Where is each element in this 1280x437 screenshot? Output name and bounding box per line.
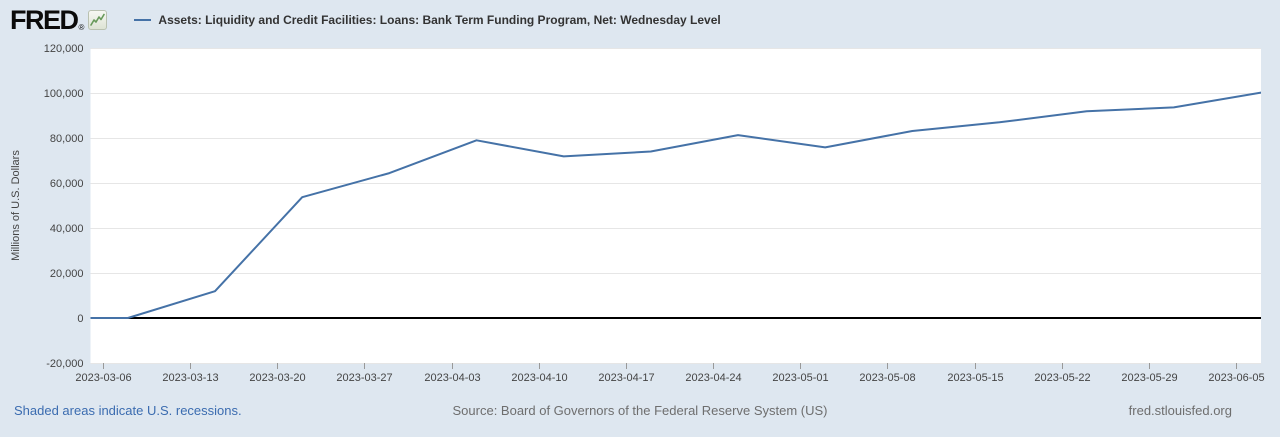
registered-trademark-mark: ®	[78, 22, 85, 32]
series-title: Assets: Liquidity and Credit Facilities:…	[158, 13, 721, 27]
y-tick-label: 80,000	[50, 133, 84, 145]
x-tick-label: 2023-06-05	[1208, 372, 1264, 384]
y-tick-label: 20,000	[50, 268, 84, 280]
legend-line-swatch	[134, 19, 152, 21]
x-tick-label: 2023-03-20	[249, 372, 305, 384]
x-tick-label: 2023-04-24	[685, 372, 741, 384]
x-tick-label: 2023-05-29	[1121, 372, 1177, 384]
x-tick-label: 2023-03-06	[75, 372, 131, 384]
y-tick-label: 100,000	[44, 88, 84, 100]
x-tick-label: 2023-03-27	[336, 372, 392, 384]
fred-url: fred.stlouisfed.org	[1128, 403, 1232, 418]
plot-area	[90, 48, 1261, 363]
x-tick-label: 2023-04-10	[511, 372, 567, 384]
x-axis-labels: 2023-03-06 2023-03-13 2023-03-20 2023-03-27…	[75, 372, 1264, 384]
y-axis-title: Millions of U.S. Dollars	[10, 150, 22, 261]
x-tick-label: 2023-04-17	[598, 372, 654, 384]
source-text: Source: Board of Governors of the Federa…	[452, 403, 828, 418]
y-tick-label: 120,000	[44, 43, 84, 55]
fred-sparkline-icon	[88, 10, 108, 30]
y-tick-label: -20,000	[46, 358, 83, 370]
x-tick-label: 2023-03-13	[162, 372, 218, 384]
y-tick-label: 60,000	[50, 178, 84, 190]
y-tick-label: 40,000	[50, 223, 84, 235]
y-gridlines	[90, 48, 1261, 364]
chart-header: FRED ® Assets: Liquidity and Credit Faci…	[0, 0, 1280, 40]
y-axis-labels: -20,000 0 20,000 40,000 60,000 80,000 100,000 1…	[44, 43, 84, 370]
x-tick-label: 2023-04-03	[424, 372, 480, 384]
legend-item: Assets: Liquidity and Credit Facilities:…	[134, 13, 721, 27]
x-axis-ticks	[103, 363, 1237, 369]
chart-footer: Source: Board of Governors of the Federa…	[0, 400, 1280, 422]
x-tick-label: 2023-05-15	[947, 372, 1003, 384]
fred-logo: FRED ®	[10, 4, 108, 35]
y-tick-label: 0	[77, 313, 83, 325]
series-line	[90, 91, 1261, 319]
x-tick-label: 2023-05-22	[1034, 372, 1090, 384]
fred-logo-text: FRED	[10, 4, 79, 35]
x-tick-label: 2023-05-01	[772, 372, 828, 384]
recessions-note-link[interactable]: Shaded areas indicate U.S. recessions.	[14, 403, 242, 418]
x-tick-label: 2023-05-08	[859, 372, 915, 384]
